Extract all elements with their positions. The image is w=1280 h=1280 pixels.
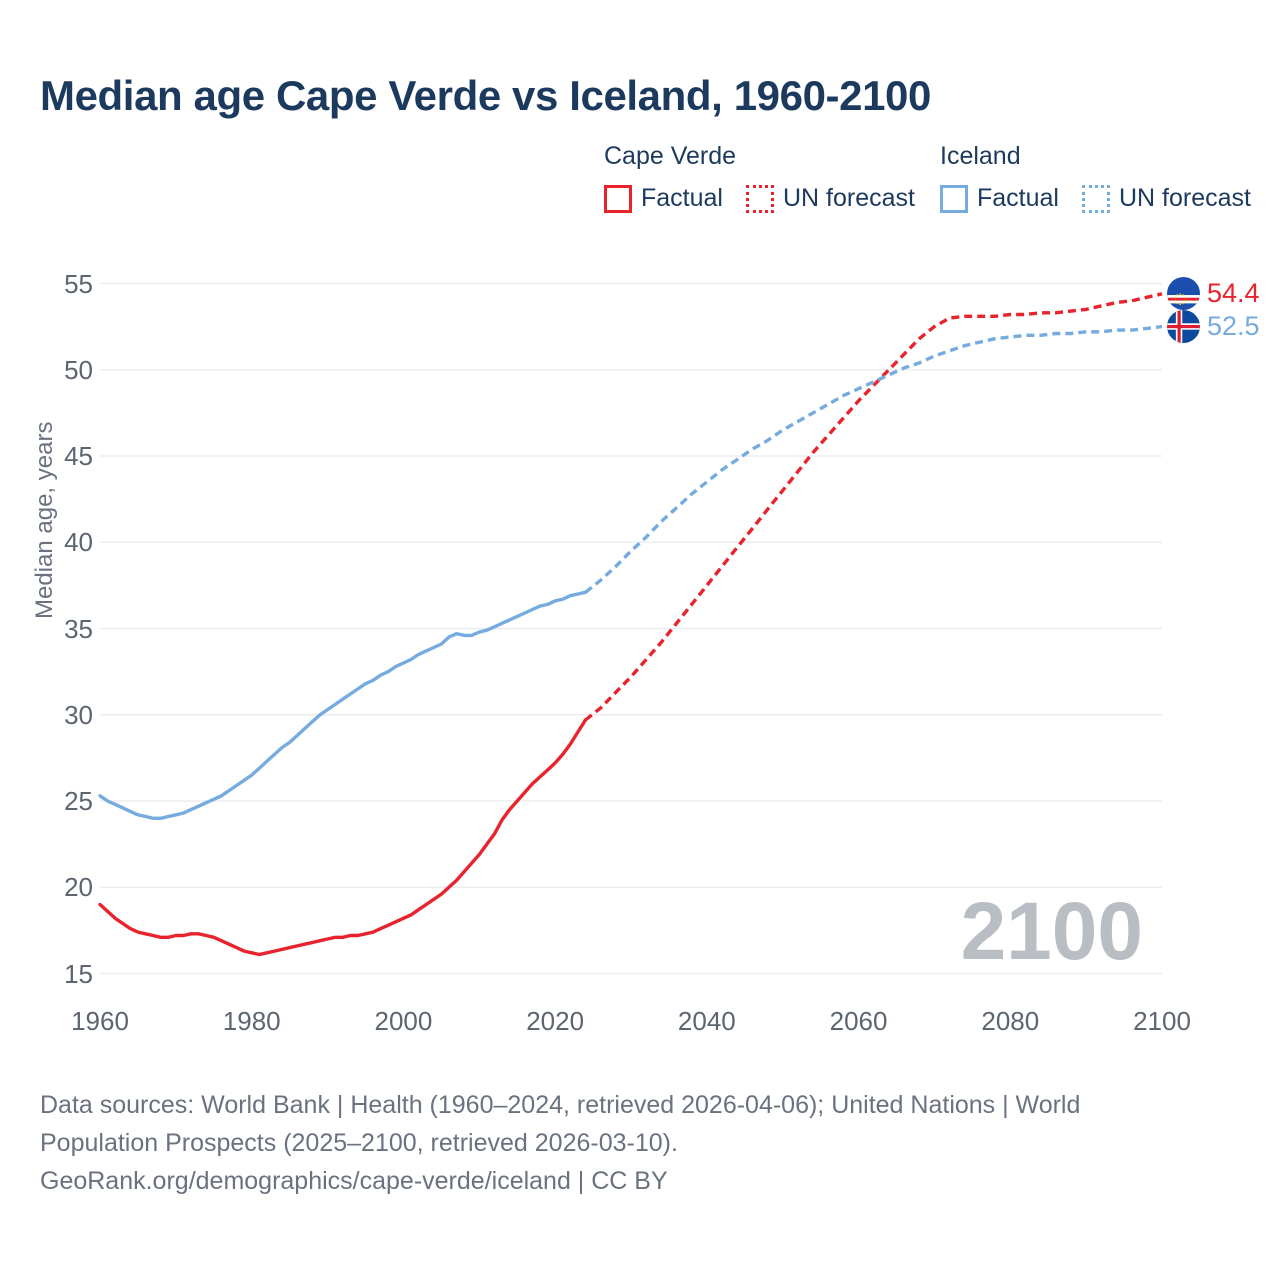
y-tick-label-50: 50	[64, 354, 93, 385]
legend-group-iceland: Iceland Factual UN forecast	[940, 142, 1265, 213]
y-tick-label-20: 20	[64, 872, 93, 903]
series-line-iceland-un-forecast	[584, 324, 1163, 594]
end-value-cape-verde: 54.4	[1207, 278, 1260, 309]
y-tick-label-35: 35	[64, 613, 93, 644]
page-title: Median age Cape Verde vs Iceland, 1960-2…	[40, 72, 931, 119]
x-tick-label-1980: 1980	[222, 1006, 281, 1036]
legend-row-cape-verde: Factual UN forecast	[604, 184, 929, 213]
series-line-cape-verde-factual	[98, 718, 588, 957]
x-tick-label-2020: 2020	[526, 1006, 585, 1036]
data-sources-line-1: Data sources: World Bank | Health (1960–…	[40, 1091, 1081, 1119]
data-sources: Data sources: World Bank | Health (1960–…	[40, 1086, 1080, 1200]
x-tick-label-2060: 2060	[829, 1006, 888, 1036]
x-tick-label-1960: 1960	[71, 1006, 129, 1036]
x-tick-label-2000: 2000	[374, 1006, 433, 1036]
legend-group-title-iceland: Iceland	[940, 142, 1021, 170]
series-line-iceland-factual	[98, 590, 588, 820]
y-tick-label-45: 45	[64, 441, 93, 471]
data-sources-line-2: Population Prospects (2025–2100, retriev…	[40, 1129, 678, 1157]
end-label-cape-verde: 54.4	[1167, 277, 1260, 311]
x-tick-label-2040: 2040	[677, 1006, 736, 1036]
legend-label-iceland-factual: Factual	[977, 184, 1059, 212]
watermark-year: 2100	[960, 886, 1143, 977]
legend-swatch-iceland-forecast-icon	[1081, 184, 1110, 213]
x-tick-label-2080: 2080	[981, 1006, 1040, 1036]
y-tick-label-40: 40	[64, 527, 93, 558]
y-tick-label-15: 15	[64, 958, 93, 989]
legend-swatch-iceland-factual-icon	[940, 184, 968, 213]
cape-verde-flag-icon	[1167, 277, 1200, 311]
y-tick-label-25: 25	[64, 786, 93, 816]
data-sources-line-3: GeoRank.org/demographics/cape-verde/icel…	[40, 1167, 668, 1195]
chart-plot-area	[98, 282, 1163, 975]
end-value-iceland: 52.5	[1207, 311, 1260, 342]
series-line-cape-verde-un-forecast	[584, 292, 1163, 722]
iceland-flag-icon	[1167, 310, 1200, 344]
y-tick-label-55: 55	[64, 268, 93, 299]
legend-row-iceland: Factual UN forecast	[940, 184, 1265, 213]
y-tick-label-30: 30	[64, 699, 93, 730]
x-tick-label-2100: 2100	[1133, 1006, 1191, 1036]
legend-swatch-cape-verde-factual-icon	[604, 184, 632, 213]
legend-label-cape-verde-forecast: UN forecast	[782, 184, 915, 212]
legend-label-cape-verde-factual: Factual	[641, 184, 723, 212]
legend-group-title-cape-verde: Cape Verde	[604, 142, 737, 170]
end-label-iceland: 52.5	[1167, 310, 1260, 344]
legend-swatch-cape-verde-forecast-icon	[745, 184, 774, 213]
legend-group-cape-verde: Cape Verde Factual UN forecast	[604, 142, 929, 213]
legend-label-iceland-forecast: UN forecast	[1118, 184, 1251, 212]
